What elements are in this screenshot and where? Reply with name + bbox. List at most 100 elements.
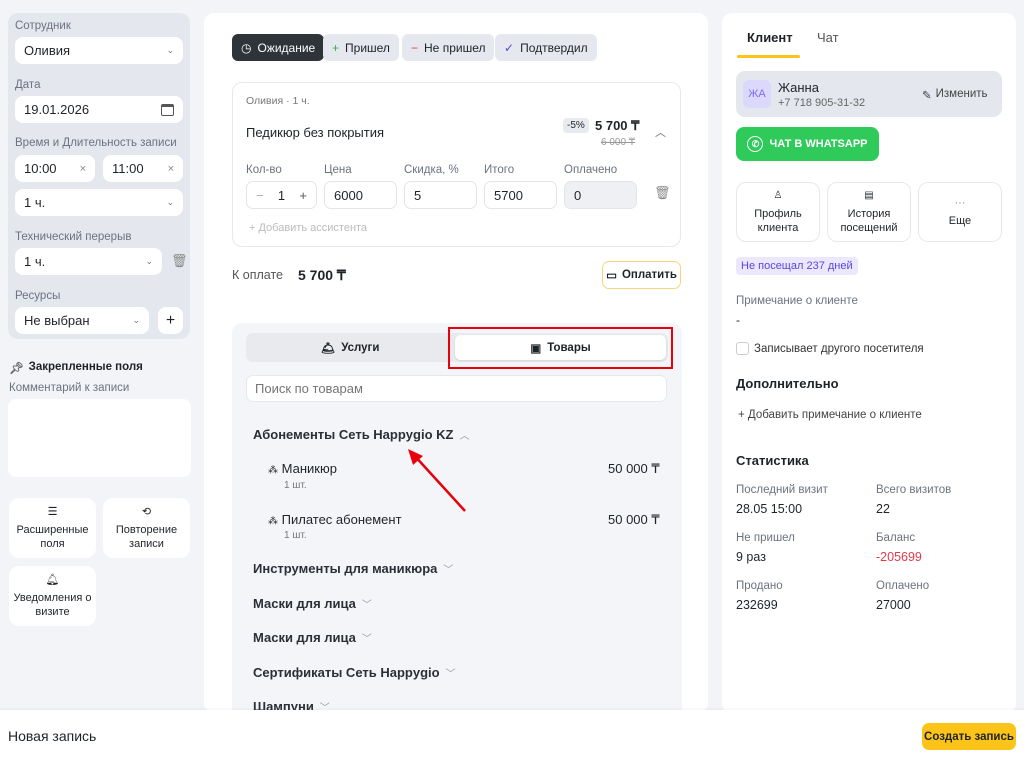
plus-icon[interactable]: + [299, 187, 307, 203]
payment-amount: 5 700 ₸ [298, 267, 346, 283]
chevron-down-icon: ﹀ [361, 634, 372, 645]
service-bell-icon: 🛎︎ [320, 342, 336, 355]
price-label: Цена [324, 164, 352, 176]
service-meta: Оливия · 1 ч. [246, 95, 310, 107]
add-note-link[interactable]: + Добавить примечание о клиенте [738, 409, 922, 421]
duration-select[interactable]: 1 ч. ⌄ [15, 189, 183, 216]
more-button[interactable]: ··· Еще [918, 182, 1002, 242]
break-select[interactable]: 1 ч. ⌄ [15, 248, 162, 275]
pinned-fields-header: 📌︎ Закрепленные поля [9, 361, 143, 375]
plus-icon: + [332, 40, 340, 55]
checkbox[interactable] [736, 342, 749, 355]
minus-icon[interactable]: − [256, 187, 264, 203]
action-label: История посещений [840, 208, 898, 234]
product-item[interactable]: ⁂ Маникюр [268, 461, 337, 476]
quantity-stepper[interactable]: −1 + [246, 181, 317, 209]
footer-bar [0, 710, 1024, 760]
status-confirmed-button[interactable]: ✓ Подтвердил [495, 34, 597, 61]
category-header[interactable]: Маски для лица ﹀ [253, 630, 372, 645]
date-input[interactable]: 19.01.2026 [15, 96, 183, 123]
resources-select[interactable]: Не выбран ⌄ [15, 307, 149, 334]
check-icon: ✓ [504, 40, 515, 55]
other-visitor-checkbox[interactable]: Записывает другого посетителя [736, 342, 924, 355]
discount-input[interactable]: 5 [404, 181, 477, 209]
service-old-price: 6 000 ₸ [601, 137, 636, 148]
category-header[interactable]: Абонементы Сеть Happygio KZ ︿ [253, 427, 469, 442]
tile-label: Расширенные поля [16, 524, 89, 550]
trash-icon[interactable]: 🗑 [171, 253, 188, 268]
product-search-input[interactable] [246, 375, 667, 402]
chevron-down-icon: ﹀ [319, 703, 330, 714]
edit-client-button[interactable]: ✎ Изменить [922, 88, 988, 102]
calendar-icon[interactable] [161, 103, 174, 116]
product-qty: 1 шт. [284, 530, 307, 541]
chevron-up-icon: ︿ [459, 431, 470, 442]
highlight-box [448, 327, 673, 369]
product-name: Пилатес абонемент [281, 512, 402, 527]
paid-input: 0 [564, 181, 637, 209]
stats-title: Статистика [736, 453, 809, 468]
tab-products[interactable]: ▣ Товары [455, 335, 666, 360]
tab-client[interactable]: Клиент [747, 30, 793, 45]
status-no-show-button[interactable]: − Не пришел [402, 34, 495, 61]
clear-icon[interactable]: × [79, 162, 86, 175]
product-price: 50 000 ₸ [608, 512, 660, 527]
client-profile-button[interactable]: ♙ Профиль клиента [736, 182, 820, 242]
category-name: Абонементы Сеть Happygio KZ [253, 427, 454, 442]
create-booking-button[interactable]: Создать запись [922, 723, 1016, 750]
product-name: Маникюр [281, 461, 337, 476]
category-header[interactable]: Сертификаты Сеть Happygio ﹀ [253, 665, 456, 680]
trash-icon[interactable]: 🗑 [654, 185, 671, 200]
wallet-icon: ▭ [606, 270, 617, 282]
pencil-icon: ✎ [922, 90, 932, 102]
tab-chat[interactable]: Чат [817, 30, 839, 45]
status-waiting-button[interactable]: ◷ Ожидание [232, 34, 325, 61]
category-header[interactable]: Инструменты для маникюра ﹀ [253, 561, 453, 576]
chevron-up-icon[interactable]: ︿ [655, 127, 666, 139]
stat-value: 27000 [876, 598, 911, 612]
clear-icon[interactable]: × [167, 162, 174, 175]
more-icon: ··· [954, 197, 966, 209]
category-header[interactable]: Маски для лица ﹀ [253, 596, 372, 611]
tab-label: Товары [547, 341, 591, 354]
employee-select[interactable]: Оливия ⌄ [15, 37, 183, 64]
list-icon: ☰ [47, 506, 58, 518]
visit-history-button[interactable]: ▤ История посещений [827, 182, 911, 242]
product-item[interactable]: ⁂ Пилатес абонемент [268, 512, 402, 527]
stat-label: Продано [736, 580, 783, 592]
comment-textarea[interactable] [8, 399, 191, 477]
chevron-down-icon: ﹀ [443, 565, 454, 576]
qty-label: Кол-во [246, 164, 282, 176]
add-assistant-link[interactable]: + Добавить ассистента [249, 222, 368, 234]
discount-badge: -5% [563, 118, 589, 133]
break-label: Технический перерыв [15, 231, 132, 243]
pay-button[interactable]: ▭ Оплатить [602, 261, 681, 289]
payment-label: К оплате [232, 268, 283, 282]
total-input[interactable]: 5700 [484, 181, 557, 209]
qty-value: 1 [277, 187, 286, 203]
tab-services[interactable]: 🛎︎ Услуги [250, 335, 450, 360]
pay-label: Оплатить [621, 269, 677, 281]
tile-label: Повторение записи [115, 524, 178, 550]
tab-label: Услуги [341, 341, 380, 354]
time-end-input[interactable]: 11:00 × [103, 155, 183, 182]
last-visit-badge: Не посещал 237 дней [736, 257, 858, 275]
price-input[interactable]: 6000 [324, 181, 397, 209]
stat-label: Всего визитов [876, 484, 952, 496]
status-arrived-button[interactable]: + Пришел [323, 34, 399, 61]
whatsapp-button[interactable]: ✆ ЧАТ В WHATSAPP [736, 127, 879, 161]
date-value: 19.01.2026 [24, 102, 90, 117]
status-label: Пришел [345, 40, 390, 55]
date-label: Дата [15, 79, 41, 91]
add-resource-button[interactable]: + [158, 307, 183, 334]
extended-fields-button[interactable]: ☰ Расширенные поля [9, 498, 96, 558]
time-start-input[interactable]: 10:00 × [15, 155, 95, 182]
product-icon: ⁂ [268, 516, 278, 527]
chevron-down-icon: ﹀ [445, 669, 456, 680]
employee-value: Оливия [24, 43, 71, 58]
client-phone: +7 718 905-31-32 [778, 97, 866, 109]
repeat-booking-button[interactable]: ⟲ Повторение записи [103, 498, 190, 558]
stat-value: 28.05 15:00 [736, 502, 803, 516]
visit-notifications-button[interactable]: 🔔︎ Уведомления о визите [9, 566, 96, 626]
stat-value: -205699 [876, 550, 922, 564]
